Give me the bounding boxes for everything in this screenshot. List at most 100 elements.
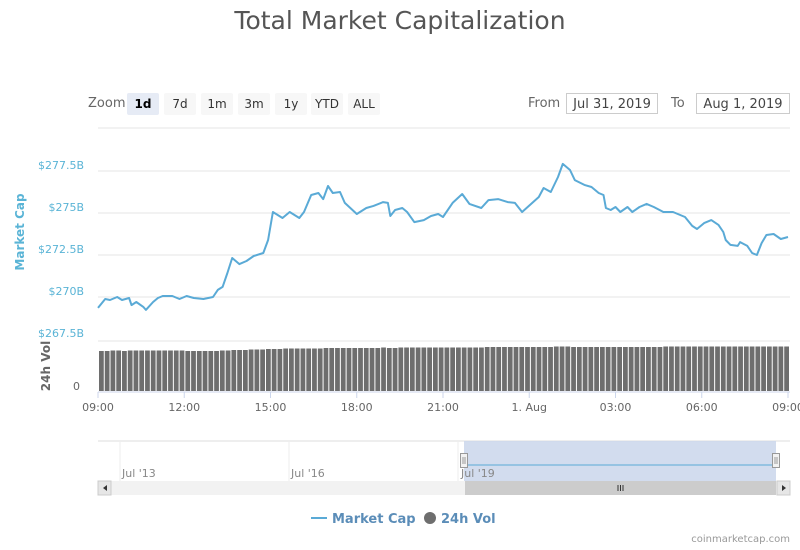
volume-bar[interactable] xyxy=(634,347,640,391)
volume-bar[interactable] xyxy=(191,351,196,391)
volume-bar[interactable] xyxy=(323,348,329,391)
volume-bar[interactable] xyxy=(628,347,634,391)
volume-bar[interactable] xyxy=(663,346,669,392)
volume-bar[interactable] xyxy=(352,348,358,391)
volume-bar[interactable] xyxy=(392,348,398,391)
volume-bar[interactable] xyxy=(467,347,473,392)
volume-bar[interactable] xyxy=(490,347,496,391)
volume-bar[interactable] xyxy=(599,347,605,391)
volume-bar[interactable] xyxy=(657,347,663,391)
volume-bar[interactable] xyxy=(669,346,674,392)
volume-bar[interactable] xyxy=(225,350,231,392)
volume-bar[interactable] xyxy=(173,350,179,392)
volume-bar[interactable] xyxy=(294,348,300,392)
volume-bar[interactable] xyxy=(317,348,323,392)
volume-bar[interactable] xyxy=(219,350,225,392)
volume-bar[interactable] xyxy=(686,346,692,392)
volume-bar[interactable] xyxy=(732,346,738,392)
volume-bar[interactable] xyxy=(179,350,185,392)
volume-bar[interactable] xyxy=(116,350,122,392)
volume-bar[interactable] xyxy=(133,350,139,392)
volume-bar[interactable] xyxy=(496,347,502,391)
volume-bar[interactable] xyxy=(438,347,444,392)
volume-bar[interactable] xyxy=(185,351,191,391)
volume-bar[interactable] xyxy=(502,347,507,391)
to-date-input[interactable]: Aug 1, 2019 xyxy=(696,93,790,114)
volume-bar[interactable] xyxy=(553,346,559,392)
volume-bar[interactable] xyxy=(738,346,743,392)
volume-bar[interactable] xyxy=(104,351,110,391)
volume-bar[interactable] xyxy=(761,346,766,392)
volume-bar[interactable] xyxy=(386,348,392,391)
volume-bar[interactable] xyxy=(415,347,421,392)
volume-bar[interactable] xyxy=(150,350,156,392)
zoom-1y-button[interactable]: 1y xyxy=(275,93,307,115)
volume-bar[interactable] xyxy=(265,349,271,391)
volume-bar[interactable] xyxy=(646,347,651,391)
volume-bar[interactable] xyxy=(156,350,162,392)
volume-bar[interactable] xyxy=(162,350,168,392)
volume-bar[interactable] xyxy=(479,347,484,392)
volume-bar[interactable] xyxy=(202,351,208,391)
navigator-right-handle[interactable] xyxy=(772,453,780,468)
market-cap-line[interactable] xyxy=(97,162,789,311)
volume-bar[interactable] xyxy=(582,347,588,391)
volume-bar[interactable] xyxy=(358,348,363,391)
volume-bar[interactable] xyxy=(110,350,116,392)
volume-bar[interactable] xyxy=(306,348,312,392)
volume-bar[interactable] xyxy=(461,347,467,392)
volume-bar[interactable] xyxy=(542,347,548,391)
volume-bar[interactable] xyxy=(772,346,778,392)
volume-bar[interactable] xyxy=(139,350,145,392)
navigator-selection[interactable] xyxy=(464,441,776,481)
volume-bar[interactable] xyxy=(536,347,542,391)
volume-bar[interactable] xyxy=(680,346,686,392)
volume-bar[interactable] xyxy=(588,347,594,391)
volume-bar[interactable] xyxy=(214,351,219,391)
zoom-1m-button[interactable]: 1m xyxy=(201,93,233,115)
from-date-input[interactable]: Jul 31, 2019 xyxy=(566,93,658,114)
volume-bar[interactable] xyxy=(432,347,438,392)
zoom-3m-button[interactable]: 3m xyxy=(238,93,270,115)
volume-bar[interactable] xyxy=(208,351,214,391)
volume-bar[interactable] xyxy=(519,347,525,391)
volume-bar[interactable] xyxy=(715,346,720,392)
volume-bar[interactable] xyxy=(709,346,715,392)
volume-bar[interactable] xyxy=(456,347,461,392)
volume-bar[interactable] xyxy=(640,347,646,391)
volume-bar[interactable] xyxy=(778,346,784,392)
volume-bar[interactable] xyxy=(248,349,254,392)
volume-bar[interactable] xyxy=(409,347,415,392)
volume-bar[interactable] xyxy=(300,348,306,392)
volume-bar[interactable] xyxy=(571,347,576,391)
volume-bar[interactable] xyxy=(674,346,680,392)
volume-bar[interactable] xyxy=(231,350,237,391)
volume-bar[interactable] xyxy=(271,349,277,391)
zoom-all-button[interactable]: ALL xyxy=(348,93,380,115)
credit-link[interactable]: coinmarketcap.com xyxy=(691,534,790,545)
volume-bar[interactable] xyxy=(576,347,582,391)
volume-bar[interactable] xyxy=(312,348,317,392)
volume-bar[interactable] xyxy=(755,346,761,392)
volume-bar[interactable] xyxy=(692,346,697,392)
navigator-left-handle[interactable] xyxy=(460,453,468,468)
volume-bar[interactable] xyxy=(145,350,150,392)
volume-bar[interactable] xyxy=(611,347,617,391)
volume-bar[interactable] xyxy=(122,351,127,391)
volume-bar[interactable] xyxy=(623,347,628,391)
volume-bar[interactable] xyxy=(254,349,260,392)
volume-bar[interactable] xyxy=(766,346,772,392)
volume-bar[interactable] xyxy=(283,348,289,392)
volume-bar[interactable] xyxy=(784,346,789,392)
volume-bar[interactable] xyxy=(617,347,623,391)
volume-bar[interactable] xyxy=(749,346,755,392)
volume-bar[interactable] xyxy=(260,349,265,392)
volume-bar[interactable] xyxy=(289,348,294,392)
volume-bar[interactable] xyxy=(421,347,427,392)
volume-bar[interactable] xyxy=(548,347,553,391)
volume-bar[interactable] xyxy=(444,347,450,392)
volume-bar[interactable] xyxy=(277,349,283,391)
zoom-7d-button[interactable]: 7d xyxy=(164,93,196,115)
volume-bar[interactable] xyxy=(530,347,536,391)
volume-bar[interactable] xyxy=(743,346,749,392)
